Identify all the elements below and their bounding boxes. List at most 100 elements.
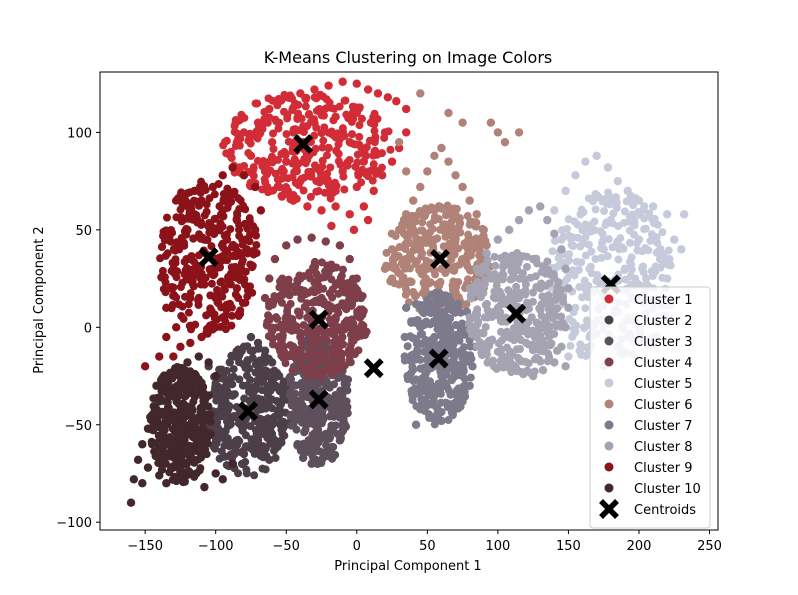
centroid-marker [198, 247, 219, 268]
point [211, 293, 220, 303]
legend-marker [604, 462, 614, 472]
point [536, 284, 545, 293]
point [386, 145, 395, 154]
point [527, 313, 536, 322]
point [574, 265, 583, 274]
point [528, 254, 538, 264]
point [296, 89, 305, 98]
point [416, 245, 425, 254]
point [411, 299, 421, 309]
point [267, 137, 277, 147]
point [163, 398, 172, 407]
point [528, 371, 538, 381]
point [151, 452, 160, 461]
point [182, 275, 191, 284]
point [403, 371, 412, 381]
point [265, 274, 274, 283]
point [223, 256, 232, 265]
point [243, 235, 252, 244]
point [286, 299, 295, 308]
point [447, 265, 456, 274]
point [183, 269, 192, 278]
point [280, 431, 289, 440]
point [561, 186, 570, 196]
x-tick-label: 200 [627, 539, 652, 554]
point [577, 205, 586, 214]
point [458, 182, 467, 192]
point [557, 285, 566, 294]
point [640, 202, 649, 211]
point [272, 396, 281, 405]
point [225, 299, 235, 309]
point [166, 237, 175, 246]
point [271, 453, 280, 462]
point [274, 155, 283, 164]
point [293, 307, 302, 316]
point [273, 175, 282, 184]
point [133, 455, 143, 465]
point [218, 171, 227, 180]
point [285, 373, 294, 382]
point [313, 436, 322, 445]
point [217, 303, 226, 312]
point [521, 323, 531, 332]
point [480, 281, 489, 290]
point [444, 399, 453, 408]
point [211, 371, 220, 381]
point [176, 378, 185, 387]
legend-item: Cluster 6 [604, 398, 693, 413]
point [514, 128, 524, 137]
point [148, 410, 157, 420]
point [550, 206, 559, 215]
point [204, 358, 213, 367]
point [400, 332, 409, 342]
point [241, 363, 250, 372]
point [427, 290, 436, 299]
point [352, 182, 361, 192]
point [152, 381, 161, 390]
point [252, 241, 261, 250]
point [190, 270, 199, 279]
point [458, 118, 467, 127]
point [639, 262, 648, 271]
point [334, 324, 343, 333]
point [265, 455, 274, 465]
point [593, 191, 602, 200]
point [557, 258, 566, 267]
point [331, 337, 340, 346]
legend-marker [604, 378, 614, 388]
point [301, 102, 310, 111]
point [407, 277, 416, 286]
point [284, 275, 293, 284]
point [329, 442, 338, 451]
point [568, 266, 577, 275]
point [186, 254, 195, 264]
point [496, 362, 505, 371]
point [268, 334, 277, 343]
point [565, 232, 574, 241]
point [233, 129, 242, 138]
point [620, 264, 630, 274]
point [466, 217, 475, 226]
point [416, 89, 425, 98]
point [215, 454, 224, 463]
point [328, 285, 337, 294]
point [544, 265, 553, 274]
point [250, 471, 259, 480]
point [613, 176, 623, 186]
point [341, 401, 350, 410]
point [170, 408, 179, 417]
point [152, 404, 161, 414]
point [239, 342, 249, 351]
point [239, 449, 249, 459]
point [258, 386, 267, 395]
point [564, 303, 573, 313]
point [138, 479, 147, 488]
x-tick-label: 150 [556, 539, 581, 554]
point [176, 430, 185, 439]
point [383, 93, 393, 102]
point [435, 384, 444, 393]
point [158, 266, 167, 275]
point [246, 260, 255, 269]
point [236, 309, 245, 318]
